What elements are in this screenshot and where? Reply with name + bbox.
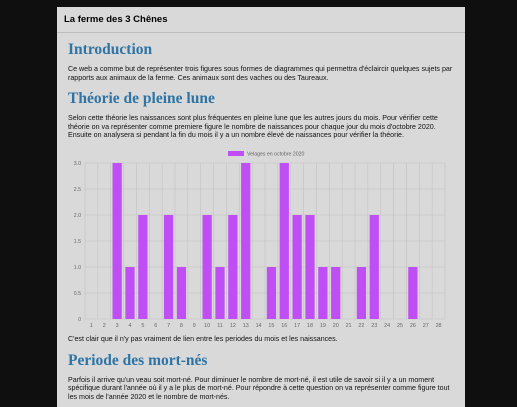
x-tick-label: 3 <box>116 323 119 329</box>
site-title: La ferme des 3 Chênes <box>64 14 168 25</box>
bar <box>112 162 122 319</box>
bar <box>138 214 148 319</box>
bar <box>163 214 174 319</box>
full-moon-paragraph: Selon cette théorie les naissances sont … <box>68 114 438 140</box>
section-heading-full-moon: Théorie de pleine lune <box>68 90 215 108</box>
x-tick-label: 20 <box>333 323 339 329</box>
bar <box>266 266 277 319</box>
legend-label: Velages en octobre 2020 <box>247 152 305 158</box>
bar <box>408 266 418 319</box>
x-tick-label: 5 <box>141 323 144 329</box>
main-content: Introduction Ce web a comme but de repré… <box>57 41 465 401</box>
x-tick-label: 19 <box>320 323 326 329</box>
bar <box>318 266 328 319</box>
bar <box>292 214 302 319</box>
bar <box>369 214 379 319</box>
bar <box>305 214 315 319</box>
bar <box>202 214 212 319</box>
x-tick-label: 17 <box>294 323 300 329</box>
intro-paragraph: Ce web a comme but de représenter trois … <box>68 65 453 82</box>
full-moon-conclusion: C'est clair que il n'y pas vraiment de l… <box>68 334 338 343</box>
x-tick-label: 22 <box>358 323 364 329</box>
chart-svg: 00.51.01.52.02.53.01 2 3 4 5 6 7 8 9 10 11 12 13 14 15… <box>74 150 446 329</box>
y-tick-label: 1.0 <box>74 265 81 271</box>
x-tick-label: 13 <box>243 323 249 329</box>
x-tick-label: 2 <box>103 323 106 329</box>
x-tick-label: 16 <box>281 323 287 329</box>
bar <box>215 266 225 319</box>
x-tick-label: 9 <box>193 323 196 329</box>
x-tick-label: 8 <box>180 323 183 329</box>
bar <box>356 266 367 319</box>
x-tick-label: 26 <box>410 323 416 329</box>
stillbirths-paragraph: Parfois il arrive qu'un veau soit mort-n… <box>68 375 450 401</box>
x-tick-label: 23 <box>371 323 377 329</box>
y-tick-label: 2.5 <box>74 187 81 193</box>
births-bar-chart: 0 0.5 1.0 1.5 2.0 2.5 3.0 1 2 3 4 5 6 7 8 9 10 11 12 13 14 15… <box>61 145 451 332</box>
bar <box>125 266 135 319</box>
x-tick-label: 18 <box>307 323 313 329</box>
bar <box>279 162 289 319</box>
section-heading-stillbirths: Periode des mort-nés <box>68 351 208 369</box>
x-tick-label: 15 <box>268 323 274 329</box>
bar <box>176 266 187 319</box>
x-tick-label: 11 <box>217 323 223 329</box>
x-tick-label: 12 <box>230 323 236 329</box>
x-tick-label: 10 <box>204 323 210 329</box>
site-header: La ferme des 3 Chênes <box>57 7 465 33</box>
x-tick-label: 21 <box>346 323 352 329</box>
y-tick-label: 2.0 <box>74 213 81 219</box>
bar <box>228 214 238 319</box>
x-tick-label: 6 <box>154 323 157 329</box>
y-tick-label: 0.5 <box>74 291 81 297</box>
section-heading-introduction: Introduction <box>68 41 153 58</box>
page: La ferme des 3 Chênes Introduction Ce we… <box>57 7 465 407</box>
x-tick-label: 25 <box>397 323 403 329</box>
x-tick-label: 28 <box>436 323 442 329</box>
y-tick-label: 1.5 <box>74 239 81 245</box>
x-tick-label: 1 <box>90 323 93 329</box>
x-tick-label: 4 <box>129 323 132 329</box>
y-tick-label: 3.0 <box>74 161 81 167</box>
x-tick-label: 7 <box>167 323 170 329</box>
y-tick-label: 0 <box>78 317 81 323</box>
x-tick-label: 27 <box>423 323 429 329</box>
x-tick-label: 14 <box>256 323 262 329</box>
bar <box>331 266 341 319</box>
legend-swatch <box>228 150 244 156</box>
x-tick-label: 24 <box>384 323 390 329</box>
bar <box>241 162 251 319</box>
